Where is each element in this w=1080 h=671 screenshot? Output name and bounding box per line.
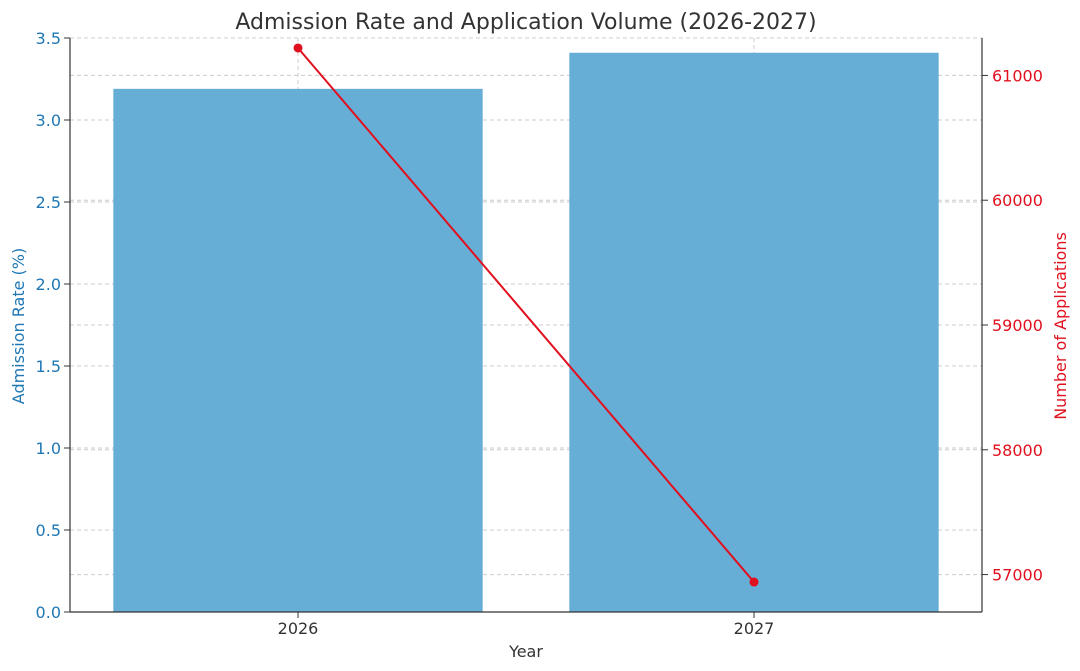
axes: 0.0 0.5 1.0 1.5 2.0 2.5 3.0 3.5 57000 58000 59000 6…: [36, 29, 1043, 638]
y-axis-left-label: Admission Rate (%): [9, 248, 28, 404]
point-2026: [293, 43, 303, 53]
bars: [113, 52, 939, 613]
tick-label-left: 3.5: [36, 29, 61, 48]
y-axis-right-label: Number of Applications: [1051, 232, 1070, 420]
tick-label-left: 3.0: [36, 111, 61, 130]
tick-label-right: 57000: [992, 566, 1043, 585]
bar-2026: [113, 88, 483, 613]
tick-label-left: 2.5: [36, 193, 61, 212]
bar-2027: [569, 52, 939, 612]
tick-label-right: 58000: [992, 441, 1043, 460]
tick-label-left: 1.0: [36, 439, 61, 458]
point-2027: [749, 577, 759, 587]
tick-label-left: 0.0: [36, 603, 61, 622]
chart-title: Admission Rate and Application Volume (2…: [235, 10, 816, 35]
tick-label-left: 2.0: [36, 275, 61, 294]
tick-label-x: 2027: [734, 619, 775, 638]
applications-line: [297, 47, 755, 583]
tick-label-right: 59000: [992, 316, 1043, 335]
tick-label-right: 60000: [992, 191, 1043, 210]
x-axis-label: Year: [508, 642, 543, 661]
line-series: [293, 43, 759, 587]
tick-label-x: 2026: [278, 619, 319, 638]
tick-label-left: 1.5: [36, 357, 61, 376]
tick-label-left: 0.5: [36, 521, 61, 540]
tick-label-right: 61000: [992, 66, 1043, 85]
